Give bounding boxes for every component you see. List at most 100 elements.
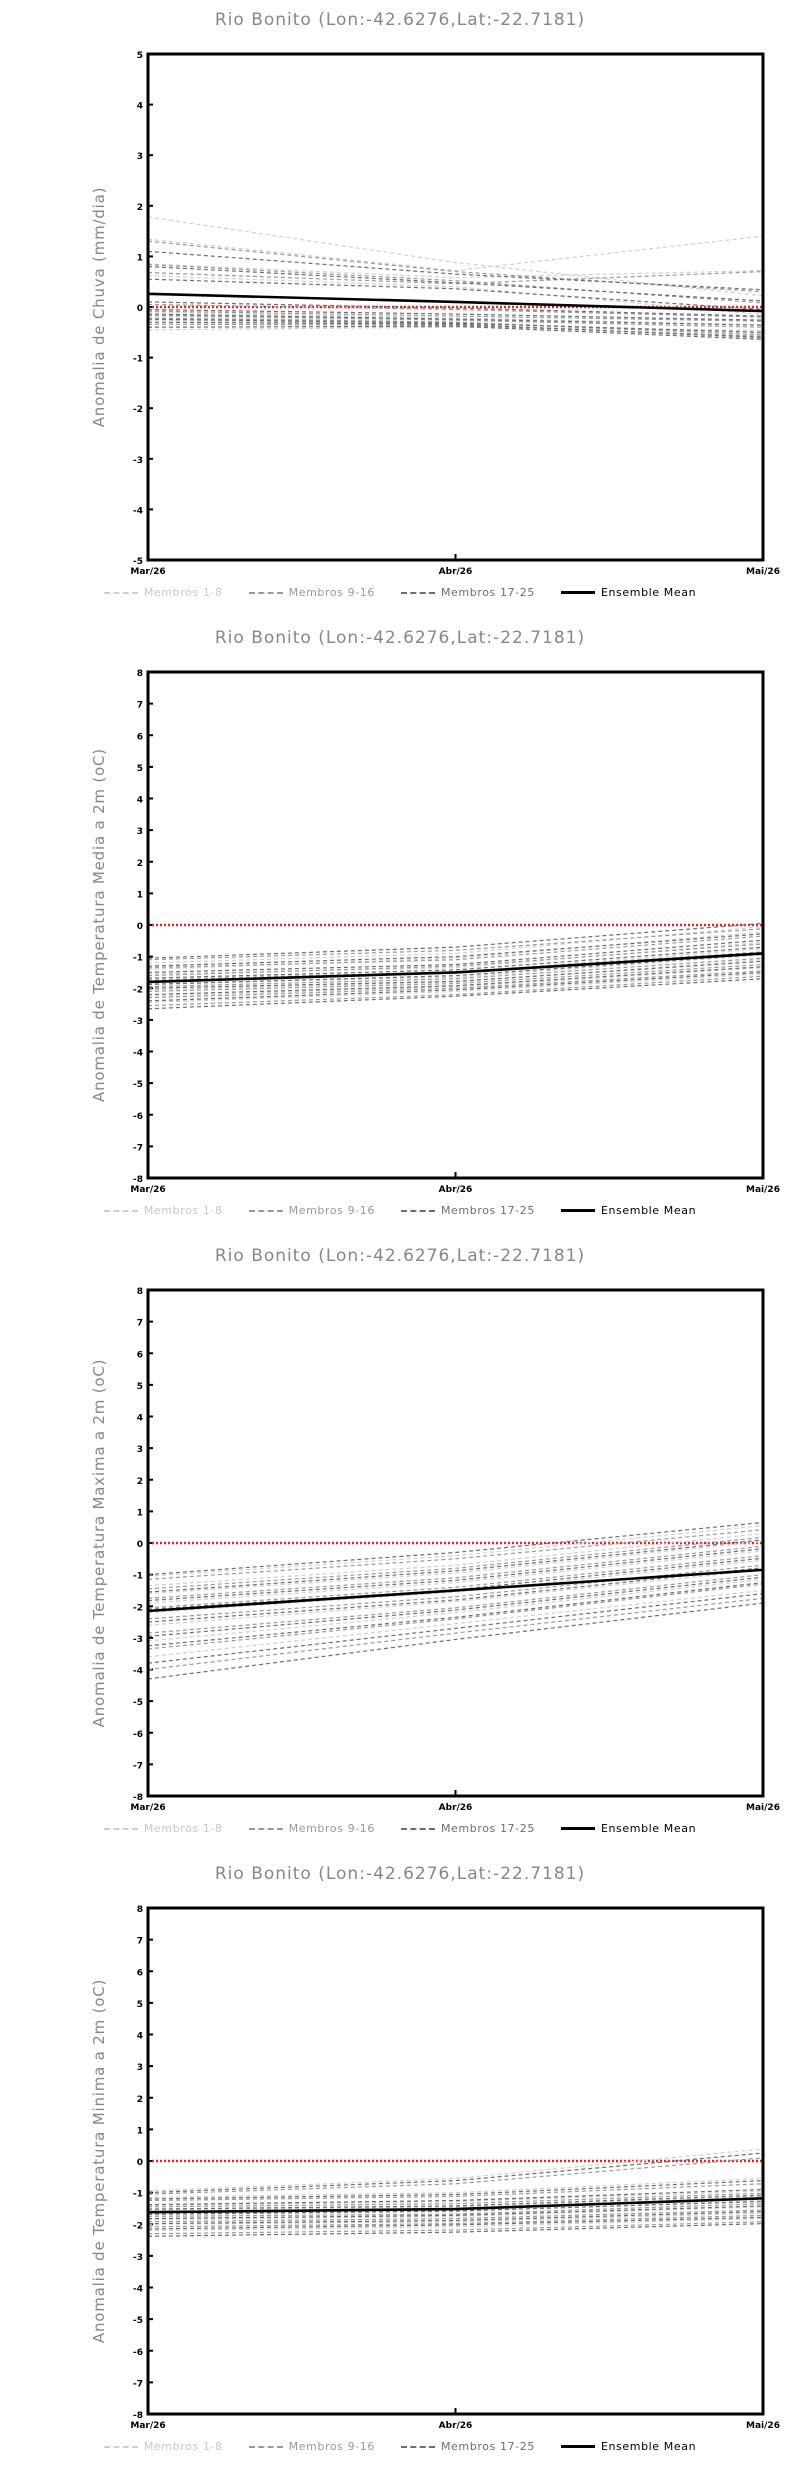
legend-swatch-icon — [103, 591, 138, 594]
member-line — [147, 1569, 764, 1626]
y-tick-label: -4 — [133, 506, 143, 516]
y-tick-label: 7 — [137, 1319, 143, 1329]
y-tick-label: 2 — [137, 2095, 143, 2105]
member-line — [147, 1597, 764, 1671]
y-tick-label: -3 — [133, 1017, 143, 1027]
ensemble-mean-line — [147, 952, 764, 984]
chart-legend: Membros 1-8 Membros 9-16 Membros 17-25 Ense… — [0, 586, 800, 599]
legend-swatch-icon — [400, 1209, 435, 1212]
y-tick-label: 3 — [137, 2063, 143, 2073]
member-line — [147, 2157, 764, 2195]
member-line — [147, 301, 764, 317]
legend-item[interactable]: Membros 9-16 — [248, 1204, 375, 1217]
legend-item[interactable]: Membros 1-8 — [103, 586, 223, 599]
y-tick-label: -4 — [133, 1667, 143, 1677]
member-line — [147, 1540, 764, 1595]
y-tick-label: 0 — [137, 304, 143, 314]
x-tick-label: Mai/26 — [746, 567, 780, 577]
member-line — [147, 954, 764, 985]
member-line — [147, 308, 764, 321]
legend-item-label: Ensemble Mean — [600, 2440, 697, 2453]
y-tick-label: -6 — [133, 2348, 143, 2358]
y-tick-label: 3 — [137, 1445, 143, 1455]
member-line — [147, 1593, 764, 1664]
y-tick-label: 1 — [137, 890, 143, 900]
plot-area-tmed: Anomalia de Temperatura Media a 2m (oC) 8… — [0, 618, 800, 1236]
legend-swatch-icon — [400, 2445, 435, 2448]
y-tick-label: -1 — [133, 355, 143, 365]
member-line — [147, 1576, 764, 1637]
legend-swatch-icon — [400, 1827, 435, 1830]
x-tick-label: Mai/26 — [746, 1803, 780, 1813]
member-line — [147, 1525, 764, 1577]
y-tick-label: 1 — [137, 2126, 143, 2136]
member-line — [147, 263, 764, 304]
y-tick-label: 5 — [137, 764, 143, 774]
member-line — [147, 1581, 764, 1647]
legend-item-label: Membros 9-16 — [288, 586, 375, 599]
member-line — [147, 971, 764, 1002]
y-tick-label: -6 — [133, 1112, 143, 1122]
member-line — [147, 953, 764, 986]
page-title: Rio Bonito (Lon:-42.6276,Lat:-22.7181) — [214, 1864, 586, 1884]
plot-area-tmin: Anomalia de Temperatura Minima a 2m (oC)… — [0, 1854, 800, 2472]
legend-item-label: Ensemble Mean — [600, 1822, 697, 1835]
y-tick-label: -8 — [133, 1175, 143, 1185]
x-tick-label: Abr/26 — [439, 1803, 473, 1813]
member-line — [147, 2216, 764, 2230]
member-line — [147, 960, 764, 989]
member-line — [147, 1583, 764, 1650]
legend-item-label: Membros 9-16 — [288, 1822, 375, 1835]
member-line — [147, 2190, 764, 2206]
member-line — [147, 948, 764, 980]
legend-item[interactable]: Membros 17-25 — [400, 1822, 535, 1835]
x-tick-label: Mai/26 — [746, 2421, 780, 2431]
legend-item[interactable]: Ensemble Mean — [560, 586, 696, 599]
member-line — [147, 1550, 764, 1604]
chart-panel-tmin: Rio Bonito (Lon:-42.6276,Lat:-22.7181) A… — [0, 1854, 800, 2472]
legend-swatch-icon — [103, 1827, 138, 1830]
legend-item[interactable]: Membros 17-25 — [400, 586, 535, 599]
x-tick-label: Mai/26 — [746, 1185, 780, 1195]
legend-item[interactable]: Ensemble Mean — [560, 1204, 697, 1217]
legend-swatch-icon — [248, 1827, 283, 1830]
y-tick-label: 5 — [137, 51, 143, 61]
y-tick-label: 0 — [137, 922, 143, 932]
y-tick-label: 3 — [137, 827, 143, 837]
chart-panel-tmax: Rio Bonito (Lon:-42.6276,Lat:-22.7181) A… — [0, 1236, 800, 1854]
member-line — [147, 313, 764, 326]
member-line — [147, 922, 764, 959]
y-tick-label: -2 — [133, 405, 143, 415]
y-axis-label: Anomalia de Temperatura Minima a 2m (oC) — [90, 1979, 108, 2343]
legend-swatch-icon — [560, 2445, 595, 2448]
legend-item[interactable]: Membros 1-8 — [103, 1822, 223, 1835]
member-line — [147, 2194, 764, 2210]
member-line — [147, 939, 764, 974]
legend-item[interactable]: Ensemble Mean — [560, 1822, 697, 1835]
y-tick-label: -5 — [133, 2316, 143, 2326]
legend-item-label: Ensemble Mean — [600, 1204, 697, 1217]
legend-item[interactable]: Membros 17-25 — [400, 1204, 535, 1217]
y-tick-label: -7 — [133, 1761, 143, 1771]
member-line — [147, 1589, 764, 1658]
ensemble-mean-line — [147, 1568, 764, 1613]
legend-item[interactable]: Membros 9-16 — [248, 586, 375, 599]
member-line — [147, 2223, 764, 2237]
legend-item[interactable]: Membros 1-8 — [103, 1204, 223, 1217]
legend-item-label: Membros 17-25 — [440, 1822, 535, 1835]
member-line — [147, 325, 764, 340]
x-tick-label: Mar/26 — [130, 567, 165, 577]
member-line — [147, 2148, 764, 2192]
member-line — [147, 975, 764, 1007]
legend-item-label: Membros 9-16 — [288, 1204, 375, 1217]
y-tick-label: -7 — [133, 2379, 143, 2389]
y-tick-label: 6 — [137, 1350, 143, 1360]
legend-item[interactable]: Membros 17-25 — [400, 2440, 535, 2453]
legend-item[interactable]: Membros 9-16 — [248, 2440, 375, 2453]
legend-item[interactable]: Ensemble Mean — [560, 2440, 697, 2453]
member-line — [147, 1539, 764, 1593]
legend-item-label: Membros 1-8 — [143, 586, 223, 599]
page-title: Rio Bonito (Lon:-42.6276,Lat:-22.7181) — [214, 1246, 586, 1266]
legend-item[interactable]: Membros 9-16 — [248, 1822, 375, 1835]
legend-item[interactable]: Membros 1-8 — [103, 2440, 223, 2453]
